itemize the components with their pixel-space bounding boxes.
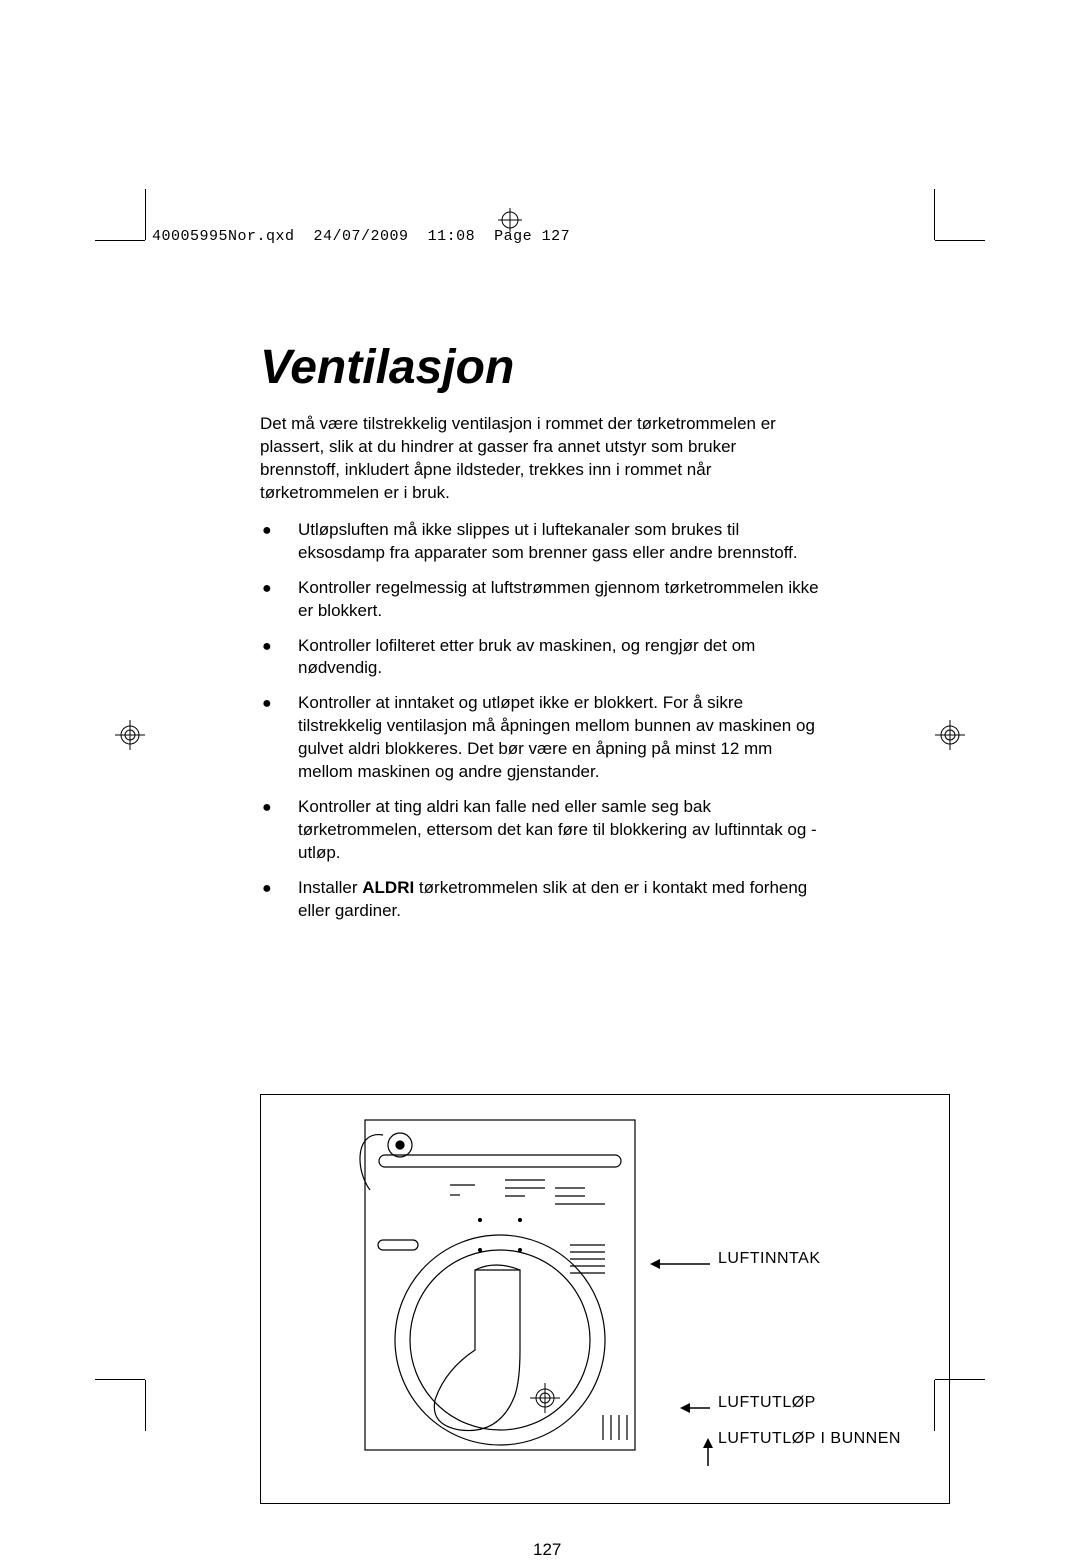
crop-mark — [145, 189, 146, 240]
crop-mark — [95, 240, 145, 241]
file-header: 40005995Nor.qxd 24/07/2009 11:08 Page 12… — [152, 228, 570, 245]
bullet-list: Utløpsluften må ikke slippes ut i luftek… — [260, 519, 820, 923]
registration-mark-icon — [935, 720, 965, 750]
arrow-up-icon — [702, 1438, 714, 1466]
diagram-label-bunnen: LUFTUTLØP I BUNNEN — [718, 1430, 901, 1448]
crop-mark — [145, 1380, 146, 1431]
file-time: 11:08 — [428, 228, 476, 245]
list-item: Utløpsluften må ikke slippes ut i luftek… — [298, 519, 820, 565]
intro-paragraph: Det må være tilstrekkelig ventilasjon i … — [260, 413, 820, 505]
diagram-label-utlop: LUFTUTLØP — [718, 1394, 816, 1412]
arrow-left-icon — [650, 1258, 710, 1270]
list-item: Kontroller lofilteret etter bruk av mask… — [298, 635, 820, 681]
diagram-label-inntak: LUFTINNTAK — [718, 1250, 820, 1268]
file-date: 24/07/2009 — [314, 228, 409, 245]
crop-mark — [935, 240, 985, 241]
text: Installer — [298, 878, 362, 897]
filename: 40005995Nor.qxd — [152, 228, 295, 245]
page-number: 127 — [533, 1540, 561, 1560]
list-item: Kontroller at ting aldri kan falle ned e… — [298, 796, 820, 865]
crop-mark — [934, 189, 935, 240]
list-item: Kontroller regelmessig at luftstrømmen g… — [298, 577, 820, 623]
list-item: Kontroller at inntaket og utløpet ikke e… — [298, 692, 820, 784]
page-title: Ventilasjon — [260, 340, 820, 395]
crop-mark — [95, 1379, 145, 1380]
dryer-diagram — [345, 1110, 655, 1490]
registration-mark-icon — [115, 720, 145, 750]
document-page: 40005995Nor.qxd 24/07/2009 11:08 Page 12… — [0, 0, 1080, 1528]
arrow-left-icon — [680, 1402, 710, 1414]
bold-text: ALDRI — [362, 878, 414, 897]
main-content: Ventilasjon Det må være tilstrekkelig ve… — [260, 340, 820, 935]
list-item: Installer ALDRI tørketrommelen slik at d… — [298, 877, 820, 923]
page-label: Page 127 — [494, 228, 570, 245]
